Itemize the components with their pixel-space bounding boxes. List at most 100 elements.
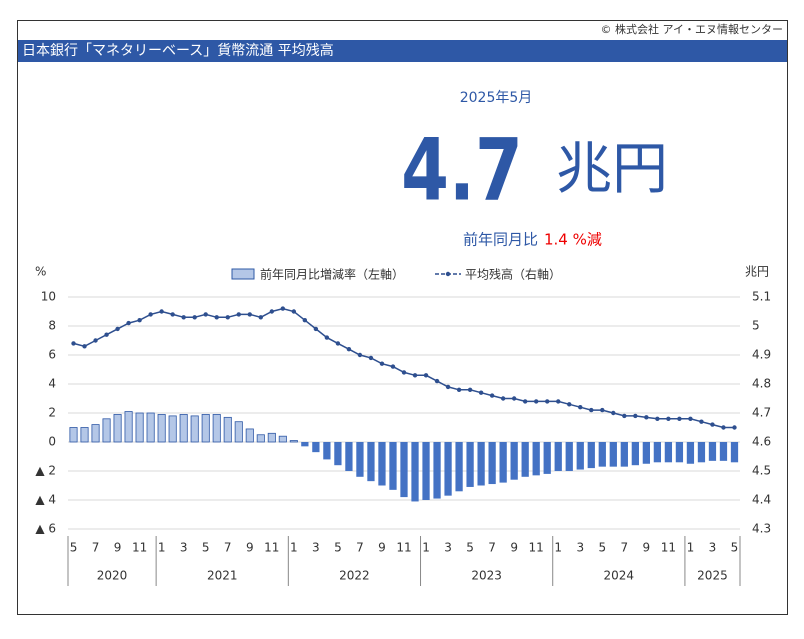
bar (433, 442, 441, 499)
bar (113, 414, 122, 443)
x-tick-label: 9 (114, 541, 122, 555)
line-marker (732, 425, 737, 430)
x-group-label: 2023 (471, 569, 502, 583)
x-tick-label: 1 (687, 541, 695, 555)
legend-label: 平均残高（右軸） (465, 267, 561, 282)
title-bar (18, 40, 787, 62)
x-tick-label: 11 (132, 541, 147, 555)
x-tick-label: 11 (529, 541, 544, 555)
line-marker (82, 344, 87, 349)
line-marker (346, 347, 352, 352)
bar (367, 442, 375, 482)
x-tick-label: 9 (643, 541, 651, 555)
line-marker (412, 373, 418, 378)
x-tick-label: 7 (224, 541, 232, 555)
bar (411, 442, 419, 502)
line-marker (280, 306, 286, 311)
bar (201, 414, 210, 443)
bar (323, 442, 331, 460)
bar (190, 415, 199, 443)
y2-tick-label: 5.1 (752, 290, 771, 304)
bar (69, 427, 78, 443)
bar (278, 435, 287, 443)
line-marker (203, 312, 208, 317)
line-marker (478, 390, 484, 395)
line-marker (545, 399, 550, 404)
bar (642, 442, 650, 464)
line-marker (159, 309, 164, 314)
y2-tick-label: 4.4 (752, 493, 771, 507)
bar (356, 442, 364, 477)
x-group-label: 2021 (207, 569, 238, 583)
bar (521, 442, 529, 477)
bar (267, 432, 276, 443)
bar (146, 412, 155, 443)
line-marker (699, 419, 704, 424)
x-tick-label: 3 (312, 541, 320, 555)
bar (301, 442, 309, 447)
line-marker (379, 361, 385, 366)
bar (212, 414, 221, 443)
x-tick-label: 5 (202, 541, 210, 555)
x-tick-label: 3 (180, 541, 188, 555)
bar (245, 428, 254, 443)
period: 2025年5月 (460, 90, 533, 106)
yoy-value: 1.4 %減 (544, 231, 602, 249)
bar (378, 442, 386, 486)
bar (400, 442, 408, 498)
x-group-label: 2025 (697, 569, 728, 583)
line-marker (115, 326, 120, 332)
bar (455, 442, 463, 492)
line-marker (247, 312, 252, 317)
bar (719, 442, 728, 461)
bar (697, 442, 706, 463)
y-tick-label: 4 (48, 377, 56, 391)
bar (554, 442, 562, 471)
bar (312, 442, 320, 453)
bar (686, 442, 695, 464)
bar (620, 442, 628, 467)
x-group-label: 2024 (604, 569, 635, 583)
line-marker (236, 312, 241, 317)
legend-swatch (445, 271, 451, 277)
line-marker (269, 309, 275, 314)
line-marker (589, 407, 594, 413)
line-marker (291, 309, 297, 314)
line-marker (225, 315, 230, 320)
line-marker (611, 410, 616, 416)
x-tick-label: 5 (731, 541, 739, 555)
y-tick-label: ▲ 2 (35, 464, 56, 478)
y-tick-label: 8 (48, 319, 56, 333)
x-tick-label: 3 (576, 541, 584, 555)
yoy-label: 前年同月比 (463, 231, 538, 249)
line-marker (170, 312, 175, 317)
line-marker (467, 387, 473, 392)
line-marker (192, 315, 197, 320)
line-marker (148, 312, 153, 317)
line-marker (522, 399, 528, 404)
bar (124, 411, 133, 443)
bar (345, 442, 353, 471)
line-marker (258, 315, 263, 320)
line-marker (500, 396, 506, 401)
y-tick-label: 0 (48, 435, 56, 449)
x-tick-label: 1 (422, 541, 430, 555)
headline-value: 4.7 (401, 121, 523, 220)
line-marker (644, 415, 649, 420)
line-marker (533, 399, 539, 404)
bar (576, 442, 584, 470)
bar (631, 442, 639, 466)
bar (488, 442, 496, 485)
bar (135, 412, 144, 443)
x-tick-label: 9 (510, 541, 518, 555)
legend-swatch (231, 268, 255, 280)
x-tick-label: 1 (158, 541, 166, 555)
line-marker (688, 416, 693, 421)
line-marker (126, 320, 131, 326)
y-tick-label: 6 (48, 348, 56, 362)
bar (477, 442, 485, 486)
bar (466, 442, 474, 487)
bar (102, 418, 111, 443)
bar (730, 442, 739, 463)
line-marker (335, 341, 341, 346)
